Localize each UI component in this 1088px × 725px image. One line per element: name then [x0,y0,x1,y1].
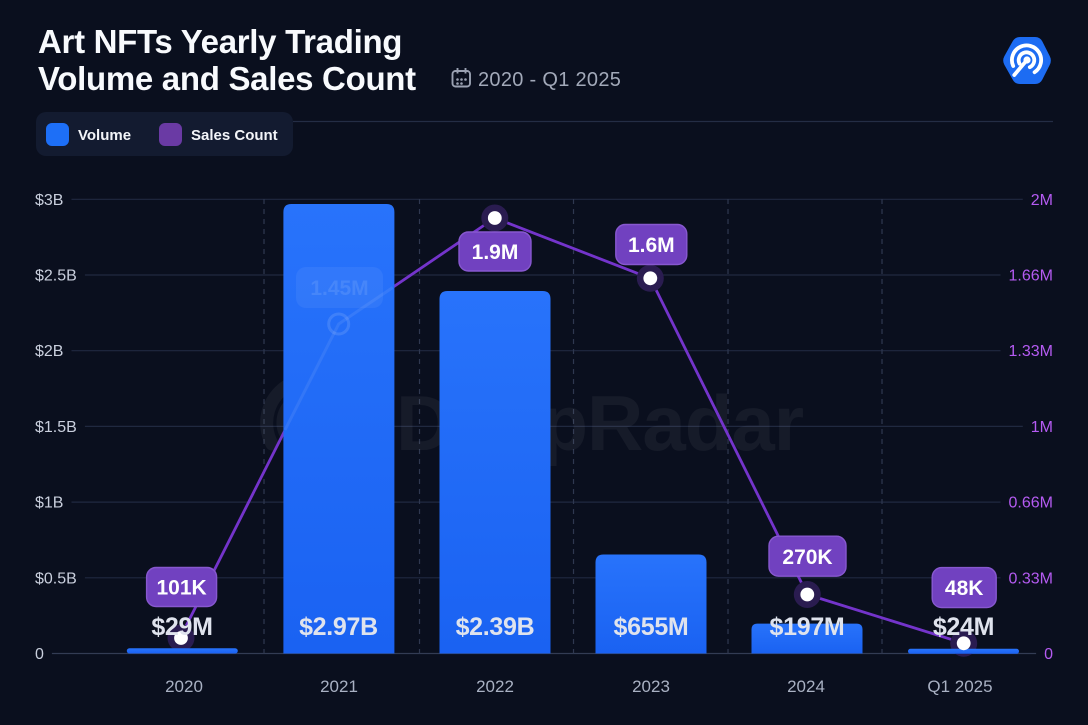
svg-text:$29M: $29M [151,613,212,641]
svg-text:2023: 2023 [632,677,670,696]
svg-text:$2B: $2B [35,343,63,360]
svg-text:Art NFTs Yearly Trading: Art NFTs Yearly Trading [38,23,402,60]
svg-text:1M: 1M [1031,419,1053,436]
svg-text:Sales Count: Sales Count [191,127,278,144]
svg-text:$2.39B: $2.39B [456,613,535,641]
svg-text:Q1 2025: Q1 2025 [927,677,992,696]
svg-text:0.33M: 0.33M [1009,570,1053,587]
svg-text:2022: 2022 [476,677,514,696]
svg-text:101K: 101K [156,577,206,600]
svg-text:1.6M: 1.6M [628,234,675,257]
svg-text:$0.5B: $0.5B [35,570,77,587]
svg-text:$1B: $1B [35,495,63,512]
svg-text:$197M: $197M [770,613,845,641]
svg-text:1.45M: 1.45M [310,277,368,300]
svg-text:$655M: $655M [614,613,689,641]
svg-text:2M: 2M [1031,192,1053,209]
svg-text:$1.5B: $1.5B [35,419,77,436]
svg-text:$24M: $24M [933,613,994,641]
svg-text:$2.97B: $2.97B [299,613,378,641]
svg-text:Volume: Volume [78,127,131,144]
svg-text:2024: 2024 [787,677,825,696]
svg-text:$2.5B: $2.5B [35,268,77,285]
svg-text:2020: 2020 [165,677,203,696]
svg-text:0: 0 [35,646,44,663]
svg-text:48K: 48K [945,577,984,600]
svg-text:270K: 270K [782,546,832,569]
svg-text:1.33M: 1.33M [1009,343,1053,360]
svg-text:0: 0 [1044,646,1053,663]
svg-text:0.66M: 0.66M [1009,495,1053,512]
svg-text:1.9M: 1.9M [472,241,519,264]
svg-text:2021: 2021 [320,677,358,696]
svg-text:$3B: $3B [35,192,63,209]
svg-text:Volume and Sales Count: Volume and Sales Count [38,60,416,97]
svg-text:1.66M: 1.66M [1009,268,1053,285]
svg-text:2020 - Q1 2025: 2020 - Q1 2025 [478,69,621,91]
